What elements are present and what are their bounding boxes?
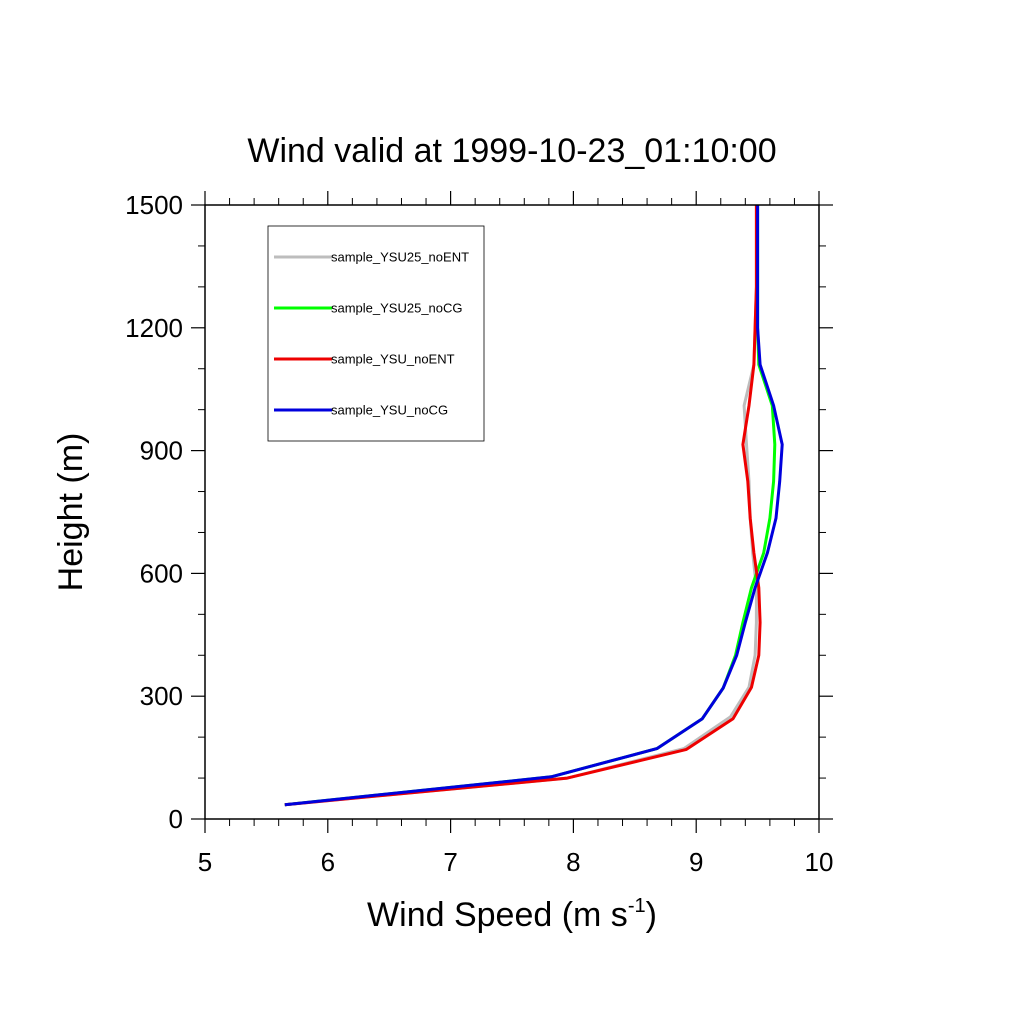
x-tick-label: 10 <box>805 847 834 877</box>
legend-box <box>267 225 485 442</box>
legend-label: sample_YSU_noCG <box>331 403 448 418</box>
x-axis-label-superscript: -1 <box>628 895 646 917</box>
x-tick-label: 6 <box>321 847 335 877</box>
series-line <box>284 205 762 807</box>
series-line <box>284 205 784 807</box>
x-axis-label-end: ) <box>646 896 657 934</box>
y-tick-label: 1200 <box>125 313 183 343</box>
ticks-layer: 5 6 7 8 9 10 0 300 600 900 1200 1500 <box>125 190 833 877</box>
x-tick-label: 9 <box>689 847 703 877</box>
legend-label: sample_YSU25_noENT <box>331 250 469 265</box>
series-layer <box>284 205 784 807</box>
y-tick-label: 0 <box>169 804 183 834</box>
y-axis-label: Height (m) <box>52 433 90 592</box>
plot-frame <box>204 204 820 820</box>
chart-title: Wind valid at 1999-10-23_01:10:00 <box>247 132 776 170</box>
legend: sample_YSU25_noENT sample_YSU25_noCGsampl… <box>267 225 485 442</box>
y-tick-label: 600 <box>140 558 183 588</box>
x-tick-label: 5 <box>198 847 212 877</box>
legend-label: sample_YSU25_noCG <box>331 301 463 316</box>
x-tick-label: 8 <box>566 847 580 877</box>
x-axis-label: Wind Speed (m s-1) <box>367 895 657 934</box>
x-tick-label: 7 <box>443 847 457 877</box>
y-tick-label: 300 <box>140 681 183 711</box>
y-tick-label: 1500 <box>125 190 183 220</box>
legend-label: sample_YSU_noENT <box>331 352 455 367</box>
y-tick-label: 900 <box>140 436 183 466</box>
x-axis-label-main: Wind Speed (m s <box>367 896 628 934</box>
